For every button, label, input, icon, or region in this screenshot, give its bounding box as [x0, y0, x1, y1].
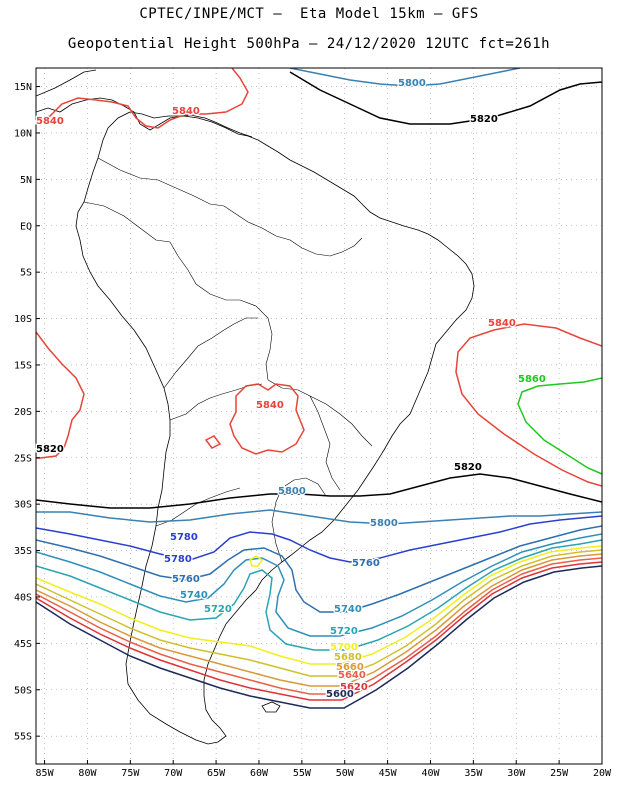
lat-tick-label: 15S	[14, 360, 32, 371]
lat-tick-label: 45S	[14, 639, 32, 650]
central-america-coast	[36, 69, 253, 138]
lon-tick-label: 50W	[336, 768, 355, 779]
contour-5840-west	[36, 331, 85, 459]
contour-label-5760: 5760	[172, 574, 200, 585]
lat-tick-label: 55S	[14, 732, 32, 743]
contour-5740	[36, 533, 602, 637]
chart-title-field: Geopotential Height 500hPa – 24/12/2020 …	[67, 36, 551, 52]
contour-label-5620: 5620	[340, 682, 368, 693]
contour-label-5780: 5780	[164, 554, 192, 565]
lat-tick-label: 5S	[20, 268, 32, 279]
contour-label-5640: 5640	[338, 670, 366, 681]
contour-label-5840: 5840	[36, 116, 64, 127]
contour-5680	[36, 549, 602, 677]
lat-tick-label: 10S	[14, 314, 32, 325]
lon-tick-label: 85W	[36, 768, 55, 779]
contour-label-5680: 5680	[334, 652, 362, 663]
contour-5760	[36, 525, 602, 613]
contour-5620	[36, 561, 602, 701]
lon-tick-label: 70W	[164, 768, 183, 779]
contour-5600	[36, 565, 602, 709]
coastlines	[36, 69, 475, 745]
height-contours	[36, 68, 602, 709]
contour-label-5820: 5820	[470, 114, 498, 125]
lat-tick-label: 5N	[20, 175, 32, 186]
lon-tick-label: 60W	[250, 768, 269, 779]
contour-5720	[36, 539, 602, 651]
lat-tick-label: 20S	[14, 407, 32, 418]
contour-label-5600: 5600	[326, 689, 354, 700]
contour-5800-south	[36, 509, 602, 525]
contour-label-5860: 5860	[518, 374, 546, 385]
contour-label-5760: 5760	[352, 558, 380, 569]
lat-tick-label: 15N	[14, 82, 32, 93]
contour-5700-vortex	[249, 555, 264, 567]
lon-tick-label: 30W	[507, 768, 526, 779]
contour-5820-south	[36, 473, 602, 509]
lon-tick-label: 25W	[550, 768, 569, 779]
lat-tick-label: 40S	[14, 592, 32, 603]
lat-tick-label: 25S	[14, 453, 32, 464]
contour-label-5720: 5720	[330, 626, 358, 637]
contour-label-5740: 5740	[334, 604, 362, 615]
contour-5660	[36, 553, 602, 687]
contour-5820-north	[289, 71, 602, 125]
lat-tick-label: 30S	[14, 500, 32, 511]
plot-area	[36, 68, 602, 764]
lat-tick-label: 50S	[14, 685, 32, 696]
lon-tick-label: 40W	[421, 768, 440, 779]
contour-label-5720: 5720	[204, 604, 232, 615]
lon-tick-label: 55W	[293, 768, 312, 779]
contour-label-5800: 5800	[398, 78, 426, 89]
contour-label-5700: 5700	[330, 642, 358, 653]
contour-label-5660: 5660	[336, 662, 364, 673]
lon-tick-label: 45W	[379, 768, 398, 779]
contour-label-5800: 5800	[278, 486, 306, 497]
chart-title-model: CPTEC/INPE/MCT – Eta Model 15km – GFS	[139, 6, 479, 22]
contour-label-5820: 5820	[454, 462, 482, 473]
lon-tick-label: 80W	[78, 768, 97, 779]
lon-tick-label: 75W	[121, 768, 140, 779]
contour-label-5840: 5840	[172, 106, 200, 117]
contour-label-5780: 5780	[170, 532, 198, 543]
lat-lon-grid	[36, 68, 603, 764]
contour-5640	[36, 557, 602, 695]
contour-5840-north	[36, 68, 249, 129]
contour-label-5840: 5840	[256, 400, 284, 411]
lon-tick-label: 20W	[593, 768, 612, 779]
country-borders	[83, 157, 373, 563]
contour-5840-bolivia	[204, 383, 305, 455]
lon-tick-label: 65W	[207, 768, 226, 779]
contour-5840-east	[455, 323, 602, 487]
lon-tick-label: 35W	[464, 768, 483, 779]
lat-tick-label: 10N	[14, 128, 32, 139]
plot-frame	[35, 67, 603, 765]
contour-label-5800: 5800	[370, 518, 398, 529]
contour-label-5820: 5820	[36, 444, 64, 455]
contour-5780	[36, 515, 602, 563]
falkland-islands	[261, 701, 281, 713]
contour-labels: 5800 5820 5840 5840 5840 5840 5860 5820 5820 5800…	[35, 77, 547, 702]
lat-tick-label: 35S	[14, 546, 32, 557]
contour-5700	[36, 545, 602, 665]
contour-label-5740: 5740	[180, 590, 208, 601]
axis-ticks: 15N 10N 5N EQ 5S 10S 15S 20S 25S 30S 35S 40S 45S 50S 5…	[14, 82, 612, 779]
contour-label-5840: 5840	[488, 318, 516, 329]
contour-5800-north	[289, 68, 521, 87]
contour-5860	[517, 377, 602, 475]
lat-tick-label: EQ	[20, 221, 32, 232]
